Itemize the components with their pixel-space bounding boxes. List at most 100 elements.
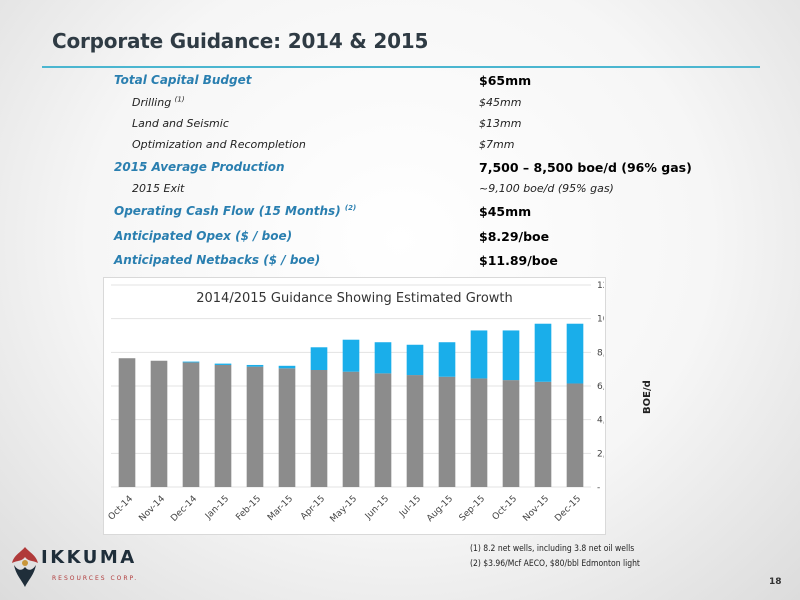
- base-production-bar: [406, 375, 424, 487]
- growth-bar: [406, 344, 424, 376]
- footnote-2: (2) $3.96/Mcf AECO, $80/bbl Edmonton lig…: [470, 559, 640, 569]
- guidance-label: Total Capital Budget: [114, 73, 251, 87]
- growth-bar: [374, 342, 392, 374]
- guidance-label: Land and Seismic: [132, 117, 229, 130]
- guidance-row: 2015 Average Production 7,500 – 8,500 boe…: [0, 160, 800, 180]
- footnotes: (1) 8.2 net wells, including 3.8 net oil…: [470, 544, 640, 574]
- page-number: 18: [769, 577, 782, 587]
- guidance-label-text: Total Capital Budget: [114, 73, 252, 87]
- guidance-value: $8.29/boe: [479, 229, 550, 244]
- guidance-row: Total Capital Budget $65mm: [0, 73, 800, 93]
- x-tick-label: Dec-15: [553, 494, 583, 524]
- guidance-label-text: Drilling: [132, 96, 172, 109]
- base-production-bar: [374, 373, 392, 487]
- guidance-label: 2015 Exit: [132, 182, 184, 195]
- base-production-bar: [182, 362, 200, 487]
- x-tick-label: Nov-15: [521, 494, 551, 524]
- footnote-marker: (2): [344, 204, 357, 212]
- base-production-bar: [118, 358, 136, 487]
- y-tick-label: 6,000: [597, 382, 604, 392]
- x-tick-label: Nov-14: [137, 494, 167, 524]
- guidance-label: Anticipated Netbacks ($ / boe): [114, 253, 320, 267]
- guidance-row: Operating Cash Flow (15 Months) (2) $45mm: [0, 204, 800, 224]
- growth-bar: [214, 363, 232, 365]
- base-production-bar: [214, 364, 232, 487]
- footnote-1: (1) 8.2 net wells, including 3.8 net oil…: [470, 544, 635, 554]
- y-tick-label: 8,000: [597, 348, 604, 358]
- growth-bar: [342, 339, 360, 372]
- guidance-label: Anticipated Opex ($ / boe): [114, 229, 292, 243]
- growth-bar-chart: -2,0004,0006,0008,00010,00012,000Oct-14N…: [107, 281, 604, 525]
- guidance-row: Land and Seismic $13mm: [0, 117, 800, 137]
- guidance-label: Operating Cash Flow (15 Months) (2): [114, 204, 356, 218]
- guidance-label-text: 2015 Exit: [132, 182, 185, 195]
- y-tick-label: 4,000: [597, 416, 604, 426]
- guidance-label: Drilling (1): [132, 96, 185, 109]
- guidance-value: 7,500 – 8,500 boe/d (96% gas): [479, 160, 692, 175]
- guidance-label: Optimization and Recompletion: [132, 138, 306, 151]
- x-tick-label: Oct-15: [491, 494, 519, 522]
- guidance-row: Optimization and Recompletion $7mm: [0, 138, 800, 158]
- guidance-row: 2015 Exit ~9,100 boe/d (95% gas): [0, 182, 800, 202]
- base-production-bar: [278, 368, 296, 487]
- guidance-label-text: Land and Seismic: [132, 117, 229, 130]
- growth-bar: [278, 365, 296, 369]
- x-tick-label: Oct-14: [107, 494, 136, 523]
- x-tick-label: Aug-15: [425, 494, 455, 524]
- base-production-bar: [342, 371, 360, 487]
- growth-bar: [438, 342, 456, 377]
- logo-wordmark: IKKUMA: [41, 547, 137, 568]
- company-logo: IKKUMA RESOURCES CORP.: [8, 541, 138, 591]
- chart-title: 2014/2015 Guidance Showing Estimated Gro…: [196, 291, 513, 306]
- x-tick-label: Apr-15: [299, 494, 327, 522]
- x-tick-label: May-15: [329, 494, 360, 525]
- base-production-bar: [438, 376, 456, 487]
- base-production-bar: [246, 366, 264, 487]
- growth-bar: [470, 330, 488, 379]
- guidance-label-text: 2015 Average Production: [114, 160, 285, 174]
- x-tick-label: Jan-15: [203, 494, 231, 522]
- x-tick-label: Feb-15: [234, 494, 263, 523]
- base-production-bar: [534, 381, 552, 487]
- guidance-row: Drilling (1) $45mm: [0, 96, 800, 116]
- guidance-value: $65mm: [479, 73, 532, 88]
- guidance-label-text: Anticipated Netbacks ($ / boe): [114, 253, 321, 267]
- logo-subtext: RESOURCES CORP.: [52, 575, 139, 582]
- guidance-value: ~9,100 boe/d (95% gas): [479, 182, 614, 195]
- y-tick-label: 10,000: [597, 315, 604, 325]
- y-tick-label: -: [597, 483, 600, 493]
- x-tick-label: Sep-15: [458, 494, 487, 523]
- guidance-label-text: Optimization and Recompletion: [132, 138, 306, 151]
- y-axis-label: BOE/d: [642, 380, 653, 414]
- guidance-label-text: Operating Cash Flow (15 Months): [114, 204, 341, 218]
- guidance-label-text: Anticipated Opex ($ / boe): [114, 229, 293, 243]
- guidance-value: $13mm: [479, 117, 522, 130]
- slide-title: Corporate Guidance: 2014 & 2015: [52, 29, 429, 53]
- base-production-bar: [150, 360, 168, 487]
- growth-bar: [566, 323, 584, 384]
- guidance-label: 2015 Average Production: [114, 160, 285, 174]
- guidance-row: Anticipated Opex ($ / boe) $8.29/boe: [0, 229, 800, 249]
- guidance-value: $45mm: [479, 204, 532, 219]
- x-tick-label: Mar-15: [266, 494, 295, 523]
- growth-bar: [246, 364, 264, 367]
- x-tick-label: Jun-15: [363, 494, 391, 522]
- footnote-marker: (1): [174, 95, 185, 104]
- guidance-value: $7mm: [479, 138, 515, 151]
- base-production-bar: [502, 380, 520, 487]
- base-production-bar: [470, 378, 488, 487]
- growth-bar: [534, 323, 552, 382]
- guidance-value: $11.89/boe: [479, 253, 558, 268]
- phoenix-emblem-icon: [12, 547, 38, 587]
- growth-bar: [182, 361, 200, 363]
- base-production-bar: [310, 370, 328, 487]
- x-tick-label: Dec-14: [169, 494, 199, 524]
- base-production-bar: [566, 383, 584, 487]
- y-tick-label: 12,000: [597, 281, 604, 291]
- growth-bar: [310, 347, 328, 371]
- guidance-value: $45mm: [479, 96, 522, 109]
- title-divider: [42, 66, 760, 68]
- x-tick-label: Jul-15: [397, 494, 423, 520]
- growth-bar: [502, 330, 520, 381]
- guidance-row: Anticipated Netbacks ($ / boe) $11.89/boe: [0, 253, 800, 273]
